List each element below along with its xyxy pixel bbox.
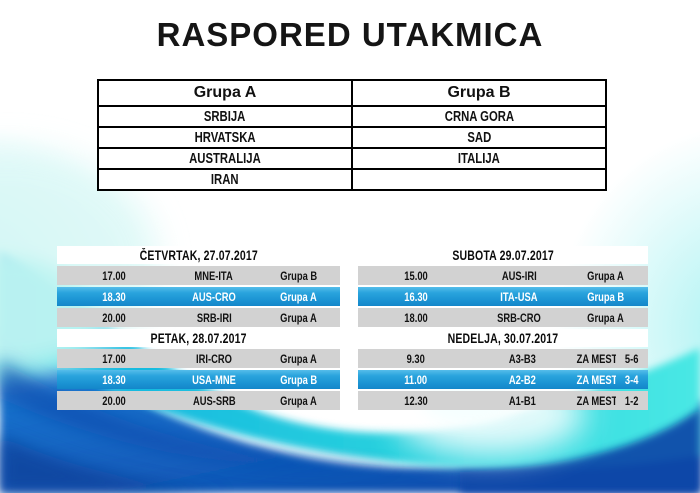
schedule-row: 9.30 A3-B3 ZA MESTA 5-6 xyxy=(358,349,648,368)
match-time: 17.00 xyxy=(101,268,126,283)
match-group: Grupa B xyxy=(587,289,625,304)
match-time: 18.30 xyxy=(101,289,126,304)
match-time: 20.00 xyxy=(101,310,126,325)
match-group: Grupa A xyxy=(587,268,625,283)
schedule-row: 12.30 A1-B1 ZA MESTA 1-2 xyxy=(358,391,648,410)
group-b-team-empty xyxy=(353,170,605,189)
schedule-row: 20.00 AUS-SRB Grupa A xyxy=(57,391,340,410)
match-time: 15.00 xyxy=(404,268,428,283)
day-header: PETAK, 28.07.2017 xyxy=(57,329,340,347)
match-stage: ZA MESTA xyxy=(576,393,617,408)
match-time: 20.00 xyxy=(101,393,126,408)
match-teams: USA-MNE xyxy=(192,372,236,387)
match-teams: A1-B1 xyxy=(508,393,536,408)
match-time: 12.30 xyxy=(404,393,428,408)
schedule-row: 15.00 AUS-IRI Grupa A xyxy=(358,266,648,285)
match-group: Grupa A xyxy=(280,351,318,366)
schedule-row: 17.00 MNE-ITA Grupa B xyxy=(57,266,340,285)
match-places: 5-6 xyxy=(625,351,639,366)
day-header: SUBOTA 29.07.2017 xyxy=(358,246,648,264)
match-time: 18.00 xyxy=(404,310,428,325)
match-group: Grupa A xyxy=(587,310,625,325)
group-b-team: ITALIJA xyxy=(353,149,605,168)
match-time: 18.30 xyxy=(101,372,126,387)
schedule-table-left: ČETVRTAK, 27.07.2017 17.00 MNE-ITA Grupa… xyxy=(57,246,340,412)
match-time: 11.00 xyxy=(404,372,428,387)
match-group: Grupa B xyxy=(280,372,318,387)
schedule-row: 20.00 SRB-IRI Grupa A xyxy=(57,308,340,327)
schedule-row: 18.00 SRB-CRO Grupa A xyxy=(358,308,648,327)
group-a-team: HRVATSKA xyxy=(99,128,351,147)
match-teams: A2-B2 xyxy=(508,372,536,387)
group-a-team: SRBIJA xyxy=(99,107,351,126)
match-time: 9.30 xyxy=(406,351,426,366)
match-stage: ZA MESTA xyxy=(576,372,617,387)
day-header: NEDELJA, 30.07.2017 xyxy=(358,329,648,347)
group-b-team: SAD xyxy=(353,128,605,147)
match-time: 16.30 xyxy=(404,289,428,304)
group-a-team: IRAN xyxy=(99,170,351,189)
schedule-row-highlighted: 16.30 ITA-USA Grupa B xyxy=(358,287,648,306)
day-header: ČETVRTAK, 27.07.2017 xyxy=(57,246,340,264)
match-places: 1-2 xyxy=(625,393,639,408)
match-teams: AUS-IRI xyxy=(501,268,537,283)
group-a-team: AUSTRALIJA xyxy=(99,149,351,168)
match-teams: SRB-IRI xyxy=(196,310,232,325)
schedule-row-highlighted: 18.30 USA-MNE Grupa B xyxy=(57,370,340,389)
match-teams: IRI-CRO xyxy=(196,351,232,366)
schedule-row-highlighted: 11.00 A2-B2 ZA MESTA 3-4 xyxy=(358,370,648,389)
group-a-header: Grupa A xyxy=(99,81,351,105)
match-group: Grupa A xyxy=(280,393,318,408)
page-title: RASPORED UTAKMICA xyxy=(156,16,544,53)
schedule-row-highlighted: 18.30 AUS-CRO Grupa A xyxy=(57,287,340,306)
match-group: Grupa A xyxy=(280,289,318,304)
match-teams: ITA-USA xyxy=(500,289,538,304)
match-group: Grupa A xyxy=(280,310,318,325)
group-b-header: Grupa B xyxy=(353,81,605,105)
match-teams: A3-B3 xyxy=(508,351,536,366)
match-stage: ZA MESTA xyxy=(576,351,617,366)
match-teams: AUS-SRB xyxy=(192,393,236,408)
match-places: 3-4 xyxy=(625,372,639,387)
schedule-table-right: SUBOTA 29.07.2017 15.00 AUS-IRI Grupa A … xyxy=(358,246,648,412)
schedule-row: 17.00 IRI-CRO Grupa A xyxy=(57,349,340,368)
groups-table: Grupa A Grupa B SRBIJA CRNA GORA HRVATSK… xyxy=(97,79,607,191)
match-teams: AUS-CRO xyxy=(192,289,236,304)
match-teams: SRB-CRO xyxy=(497,310,541,325)
match-group: Grupa B xyxy=(280,268,318,283)
match-teams: MNE-ITA xyxy=(194,268,234,283)
group-b-team: CRNA GORA xyxy=(353,107,605,126)
match-time: 17.00 xyxy=(101,351,126,366)
